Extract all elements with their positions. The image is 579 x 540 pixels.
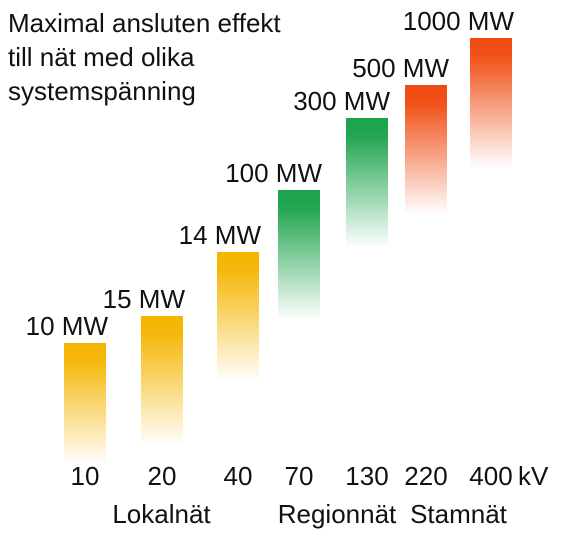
x-tick-10: 10 [71, 461, 100, 491]
bar-400kv [470, 38, 512, 168]
value-label-400kv: 1000 MW [403, 6, 515, 36]
bar-40kv [217, 252, 259, 382]
unit-label: kV [518, 461, 549, 491]
bars [64, 38, 512, 465]
value-label-130kv: 300 MW [293, 86, 390, 116]
value-label-20kv: 15 MW [103, 284, 186, 314]
value-label-220kv: 500 MW [352, 53, 449, 83]
chart-title: Maximal ansluten effekt till nät med oli… [8, 8, 281, 106]
value-label-40kv: 14 MW [179, 220, 262, 250]
bar-220kv [405, 85, 447, 215]
group-label-regionnät: Regionnät [278, 499, 397, 529]
x-tick-400: 400 [469, 461, 512, 491]
x-tick-130: 130 [345, 461, 388, 491]
x-tick-labels: 10 20 40 70 130 220 400 [71, 461, 513, 491]
bar-20kv [141, 316, 183, 446]
group-labels: Lokalnät Regionnät Stamnät [112, 499, 507, 529]
x-tick-70: 70 [285, 461, 314, 491]
bar-10kv [64, 343, 106, 465]
x-tick-20: 20 [148, 461, 177, 491]
value-label-70kv: 100 MW [225, 158, 322, 188]
value-label-10kv: 10 MW [26, 311, 109, 341]
bar-70kv [278, 190, 320, 320]
group-label-stamnät: Stamnät [410, 499, 508, 529]
title-line-1: Maximal ansluten effekt [8, 8, 281, 38]
group-label-lokalnät: Lokalnät [112, 499, 211, 529]
x-tick-40: 40 [224, 461, 253, 491]
bar-130kv [346, 118, 388, 248]
x-tick-220: 220 [404, 461, 447, 491]
title-line-3: systemspänning [8, 76, 196, 106]
title-line-2: till nät med olika [8, 42, 195, 72]
